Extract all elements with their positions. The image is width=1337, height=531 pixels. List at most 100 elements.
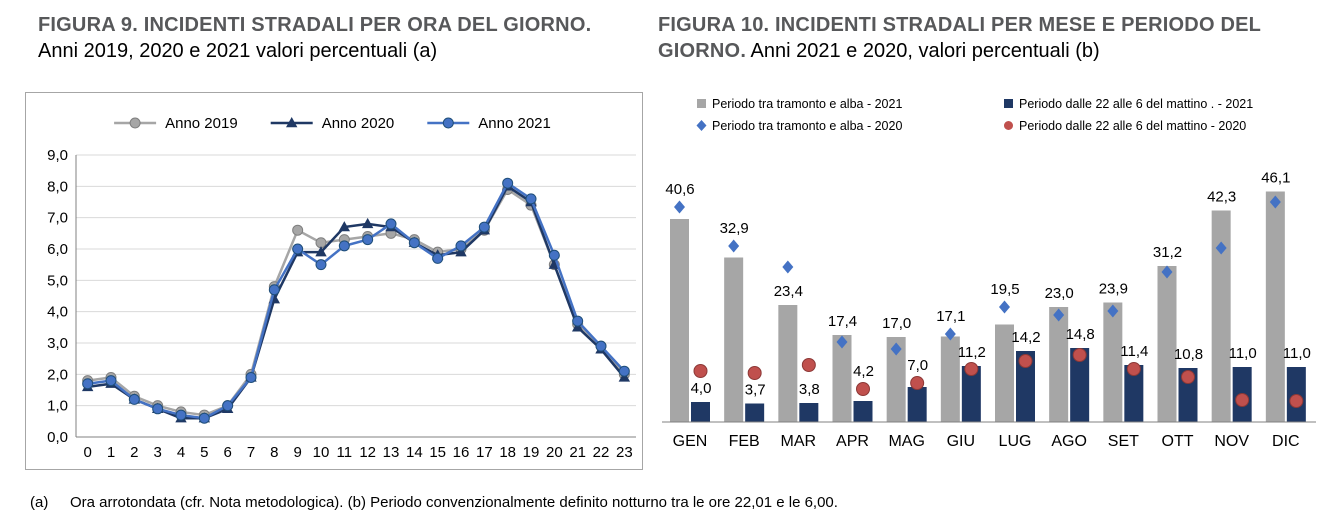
svg-text:7,0: 7,0	[907, 357, 928, 374]
svg-text:Periodo dalle 22 alle 6 del ma: Periodo dalle 22 alle 6 del mattino - 20…	[1019, 119, 1246, 133]
figure9-title: FIGURA 9. INCIDENTI STRADALI PER ORA DEL…	[38, 12, 642, 64]
svg-text:46,1: 46,1	[1261, 170, 1290, 187]
bars	[670, 191, 1306, 422]
svg-text:Anno 2021: Anno 2021	[478, 115, 551, 132]
svg-text:42,3: 42,3	[1207, 189, 1236, 206]
svg-text:4,2: 4,2	[853, 363, 874, 380]
series-anno-2019	[82, 183, 630, 421]
svg-text:5,0: 5,0	[47, 272, 68, 289]
month-labels: GEN FEB MAR APR MAG GIU LUG AGO SET OTT NOV DIC	[673, 433, 1300, 450]
legend: Periodo tra tramonto e alba - 2021 Period…	[696, 97, 1253, 133]
svg-text:13: 13	[383, 444, 400, 461]
svg-text:19,5: 19,5	[990, 281, 1019, 298]
svg-text:31,2: 31,2	[1153, 244, 1182, 261]
svg-text:11,4: 11,4	[1120, 343, 1148, 360]
svg-text:LUG: LUG	[999, 433, 1032, 450]
svg-text:40,6: 40,6	[665, 181, 694, 198]
svg-text:23: 23	[616, 444, 633, 461]
svg-text:10,8: 10,8	[1174, 346, 1203, 363]
svg-text:FEB: FEB	[729, 433, 760, 450]
svg-text:23,9: 23,9	[1099, 281, 1128, 298]
value-labels: 40,6 4,0 32,9 3,7 23,4 3,8 17,4 4,2 17,0 7,0 17,1 1…	[665, 170, 1310, 399]
svg-text:23,4: 23,4	[774, 283, 803, 300]
footnote: (a) Ora arrotondata (cfr. Nota metodologi…	[30, 494, 838, 511]
points	[674, 195, 1304, 408]
svg-text:17,1: 17,1	[936, 308, 965, 325]
svg-text:11,2: 11,2	[958, 344, 986, 361]
svg-text:OTT: OTT	[1162, 433, 1194, 450]
svg-text:11,0: 11,0	[1283, 345, 1311, 362]
footnote-text: Ora arrotondata (cfr. Nota metodologica)…	[70, 494, 838, 511]
svg-text:3: 3	[153, 444, 161, 461]
figure9-subtitle: Anni 2019, 2020 e 2021 valori percentual…	[38, 40, 438, 62]
svg-text:8,0: 8,0	[47, 178, 68, 195]
svg-text:3,7: 3,7	[745, 382, 766, 399]
svg-text:2,0: 2,0	[47, 366, 68, 383]
svg-text:23,0: 23,0	[1045, 285, 1074, 302]
figure10-subtitle: Anni 2021 e 2020, valori percentuali (b)	[750, 40, 1100, 62]
figure9-chart-svg: 0,01,02,03,04,05,06,07,08,09,00 1 2 3 4 5 6 7 8 9…	[47, 115, 636, 461]
svg-text:6: 6	[223, 444, 231, 461]
svg-text:32,9: 32,9	[720, 220, 749, 237]
svg-text:APR: APR	[836, 433, 869, 450]
svg-text:11,0: 11,0	[1229, 345, 1257, 362]
svg-text:Anno 2019: Anno 2019	[165, 115, 238, 132]
svg-text:GEN: GEN	[673, 433, 708, 450]
figure10-title-text: FIGURA 10. INCIDENTI STRADALI PER MESE E…	[658, 14, 1261, 62]
svg-text:21: 21	[569, 444, 586, 461]
svg-text:17: 17	[476, 444, 493, 461]
svg-text:AGO: AGO	[1051, 433, 1087, 450]
svg-text:1: 1	[107, 444, 115, 461]
figure10-bar-chart: 40,6 4,0 32,9 3,7 23,4 3,8 17,4 4,2 17,0 7,0 17,1 1…	[652, 92, 1326, 472]
figure10-chart-svg: 40,6 4,0 32,9 3,7 23,4 3,8 17,4 4,2 17,0 7,0 17,1 1…	[662, 97, 1316, 450]
svg-text:MAG: MAG	[888, 433, 924, 450]
svg-text:14,8: 14,8	[1066, 326, 1095, 343]
svg-text:GIU: GIU	[947, 433, 975, 450]
svg-text:4,0: 4,0	[691, 380, 712, 397]
svg-text:18: 18	[499, 444, 516, 461]
svg-text:17,4: 17,4	[828, 313, 857, 330]
svg-text:10: 10	[313, 444, 330, 461]
figure10-title: FIGURA 10. INCIDENTI STRADALI PER MESE E…	[658, 12, 1322, 64]
svg-text:4,0: 4,0	[47, 304, 68, 321]
svg-text:2: 2	[130, 444, 138, 461]
svg-text:7: 7	[247, 444, 255, 461]
figure9-line-chart: 0,0 1,0 2,0 3,0 4,0 5,0 6,0 7,0 8,0 9,0 0 1 2 3 4 5 6 7 8 9…	[25, 92, 643, 470]
svg-text:0,0: 0,0	[47, 429, 68, 446]
svg-text:17,0: 17,0	[882, 315, 911, 332]
svg-text:5: 5	[200, 444, 208, 461]
series-anno-2021	[82, 177, 630, 424]
svg-text:0: 0	[83, 444, 91, 461]
svg-text:14,2: 14,2	[1011, 329, 1040, 346]
svg-text:15: 15	[429, 444, 446, 461]
svg-text:12: 12	[359, 444, 376, 461]
svg-text:19: 19	[523, 444, 540, 461]
svg-text:14: 14	[406, 444, 423, 461]
svg-text:9,0: 9,0	[47, 147, 68, 164]
legend: Anno 2019 Anno 2020 Anno 2021	[114, 115, 551, 132]
svg-text:Anno 2020: Anno 2020	[322, 115, 395, 132]
svg-text:Periodo tra tramonto e alba -: Periodo tra tramonto e alba - 2021	[712, 97, 902, 111]
footnote-marker: (a)	[30, 494, 49, 511]
x-axis-labels: 0 1 2 3 4 5 6 7 8 9 10 11 12 13 14 15 16 17 18 19 20 21 22 23	[83, 444, 632, 461]
svg-text:SET: SET	[1108, 433, 1139, 450]
svg-text:8: 8	[270, 444, 278, 461]
svg-text:MAR: MAR	[781, 433, 817, 450]
svg-text:1,0: 1,0	[47, 398, 68, 415]
svg-text:16: 16	[453, 444, 470, 461]
svg-text:11: 11	[337, 444, 353, 461]
svg-text:3,0: 3,0	[47, 335, 68, 352]
svg-text:3,8: 3,8	[799, 381, 820, 398]
svg-text:NOV: NOV	[1214, 433, 1249, 450]
svg-text:Periodo dalle 22 alle 6 del ma: Periodo dalle 22 alle 6 del mattino . - …	[1019, 97, 1253, 111]
svg-text:DIC: DIC	[1272, 433, 1300, 450]
svg-text:6,0: 6,0	[47, 241, 68, 258]
svg-text:Periodo tra tramonto e alba -: Periodo tra tramonto e alba - 2020	[712, 119, 902, 133]
series-anno-2020	[81, 180, 631, 423]
gridlines	[76, 154, 636, 407]
svg-text:9: 9	[293, 444, 301, 461]
svg-text:20: 20	[546, 444, 563, 461]
svg-text:4: 4	[177, 444, 185, 461]
svg-text:22: 22	[593, 444, 610, 461]
